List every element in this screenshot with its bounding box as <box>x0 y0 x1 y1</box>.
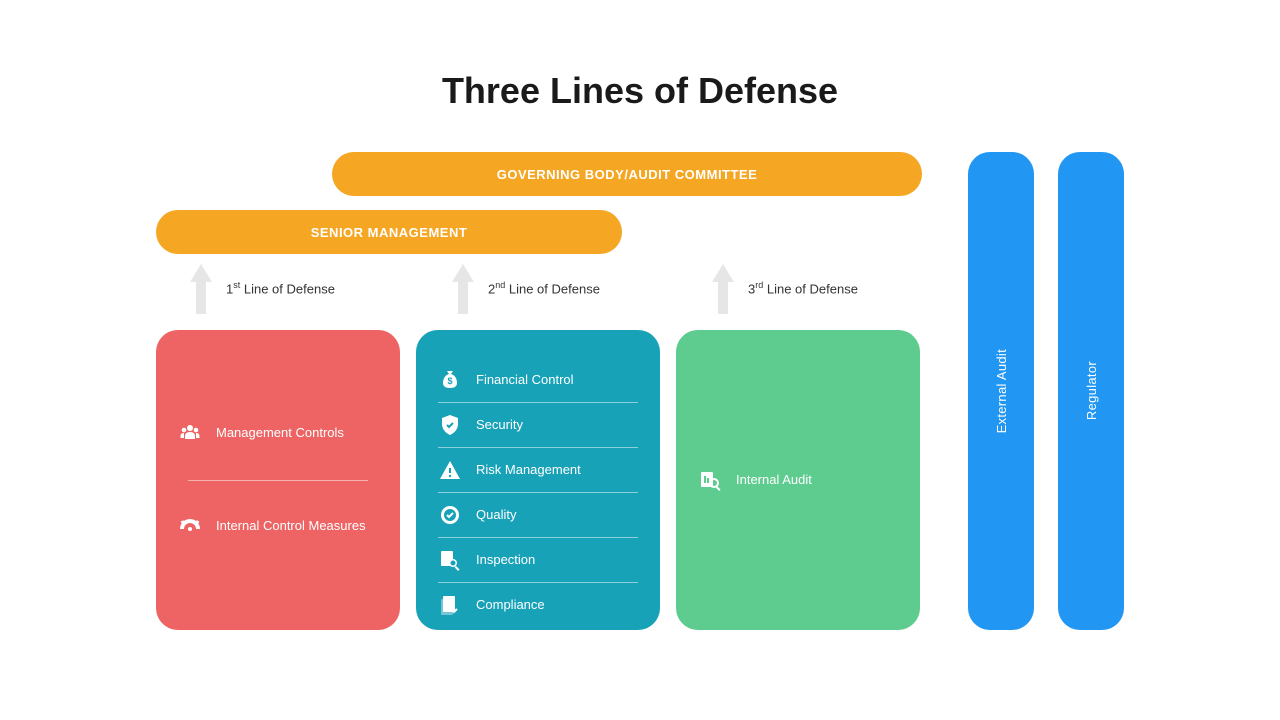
people-icon <box>178 422 202 446</box>
line1-arrow: 1st Line of Defense <box>186 264 386 314</box>
gauge-icon <box>178 515 202 539</box>
line1-label: 1st Line of Defense <box>226 280 335 298</box>
card-item: Internal Control Measures <box>178 505 378 549</box>
shield-icon <box>438 413 462 437</box>
regulator-bar: Regulator <box>1058 152 1124 630</box>
arrow-up-icon <box>708 264 738 314</box>
badge-icon <box>438 503 462 527</box>
item-label: Internal Control Measures <box>216 518 366 535</box>
card-item: Quality <box>438 493 638 538</box>
card-item: Internal Audit <box>698 458 898 502</box>
item-label: Inspection <box>476 552 535 569</box>
inspect-icon <box>438 548 462 572</box>
card-item: Compliance <box>438 583 638 627</box>
external-audit-bar: External Audit <box>968 152 1034 630</box>
item-label: Internal Audit <box>736 472 812 489</box>
item-label: Quality <box>476 507 516 524</box>
arrow-up-icon <box>448 264 478 314</box>
item-label: Security <box>476 417 523 434</box>
card-item: Inspection <box>438 538 638 583</box>
governing-body-bar: GOVERNING BODY/AUDIT COMMITTEE <box>332 152 922 196</box>
senior-management-bar: SENIOR MANAGEMENT <box>156 210 622 254</box>
regulator-label: Regulator <box>1084 361 1099 420</box>
audit-icon <box>698 468 722 492</box>
divider <box>188 480 368 481</box>
line2-label: 2nd Line of Defense <box>488 280 600 298</box>
card-item: Security <box>438 403 638 448</box>
diagram: GOVERNING BODY/AUDIT COMMITTEE SENIOR MA… <box>0 142 1280 702</box>
page-title: Three Lines of Defense <box>0 0 1280 142</box>
line2-card: Financial Control Security Risk Management… <box>416 330 660 630</box>
moneybag-icon <box>438 368 462 392</box>
line3-label: 3rd Line of Defense <box>748 280 858 298</box>
item-label: Risk Management <box>476 462 581 479</box>
item-label: Financial Control <box>476 372 574 389</box>
line3-arrow: 3rd Line of Defense <box>708 264 908 314</box>
line3-card: Internal Audit <box>676 330 920 630</box>
card-item: Financial Control <box>438 358 638 403</box>
item-label: Management Controls <box>216 425 344 442</box>
external-audit-label: External Audit <box>994 349 1009 433</box>
line1-card: Management Controls Internal Control Meas… <box>156 330 400 630</box>
arrow-up-icon <box>186 264 216 314</box>
item-label: Compliance <box>476 597 545 614</box>
risk-icon <box>438 458 462 482</box>
card-item: Risk Management <box>438 448 638 493</box>
line2-arrow: 2nd Line of Defense <box>448 264 648 314</box>
card-item: Management Controls <box>178 412 378 456</box>
doc-icon <box>438 593 462 617</box>
